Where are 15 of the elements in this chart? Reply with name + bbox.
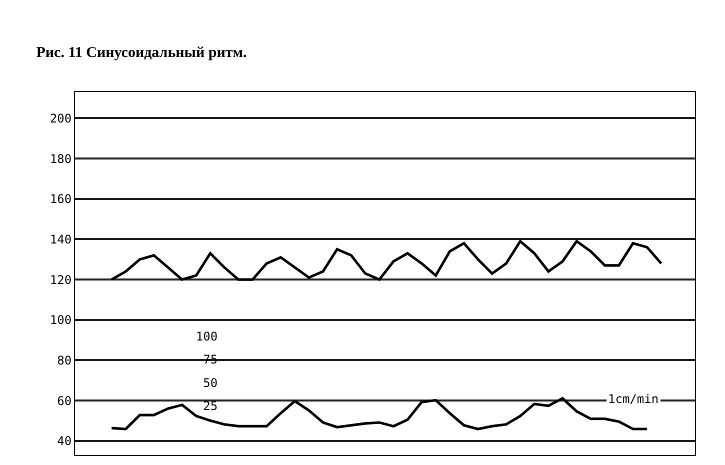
y-tick-label: 200 bbox=[50, 111, 72, 126]
annotation: 1cm/min bbox=[608, 392, 659, 406]
line-series bbox=[110, 240, 662, 281]
y-tick-label: 80 bbox=[57, 353, 72, 368]
y-tick-label: 120 bbox=[50, 272, 72, 287]
y-tick-label: 160 bbox=[50, 192, 72, 206]
y-tick-label: 140 bbox=[50, 232, 72, 246]
y-tick-label: 100 bbox=[50, 313, 72, 328]
y2-tick-label: 25 bbox=[203, 399, 218, 413]
chart-title: Рис. 11 Синусоидальный ритм. bbox=[36, 45, 247, 61]
y-tick-label: 60 bbox=[57, 394, 72, 408]
y-tick-label: 180 bbox=[50, 152, 72, 166]
y-tick-label: 40 bbox=[57, 434, 72, 448]
y2-tick-label: 50 bbox=[203, 376, 218, 390]
y2-tick-label: 100 bbox=[196, 329, 218, 344]
